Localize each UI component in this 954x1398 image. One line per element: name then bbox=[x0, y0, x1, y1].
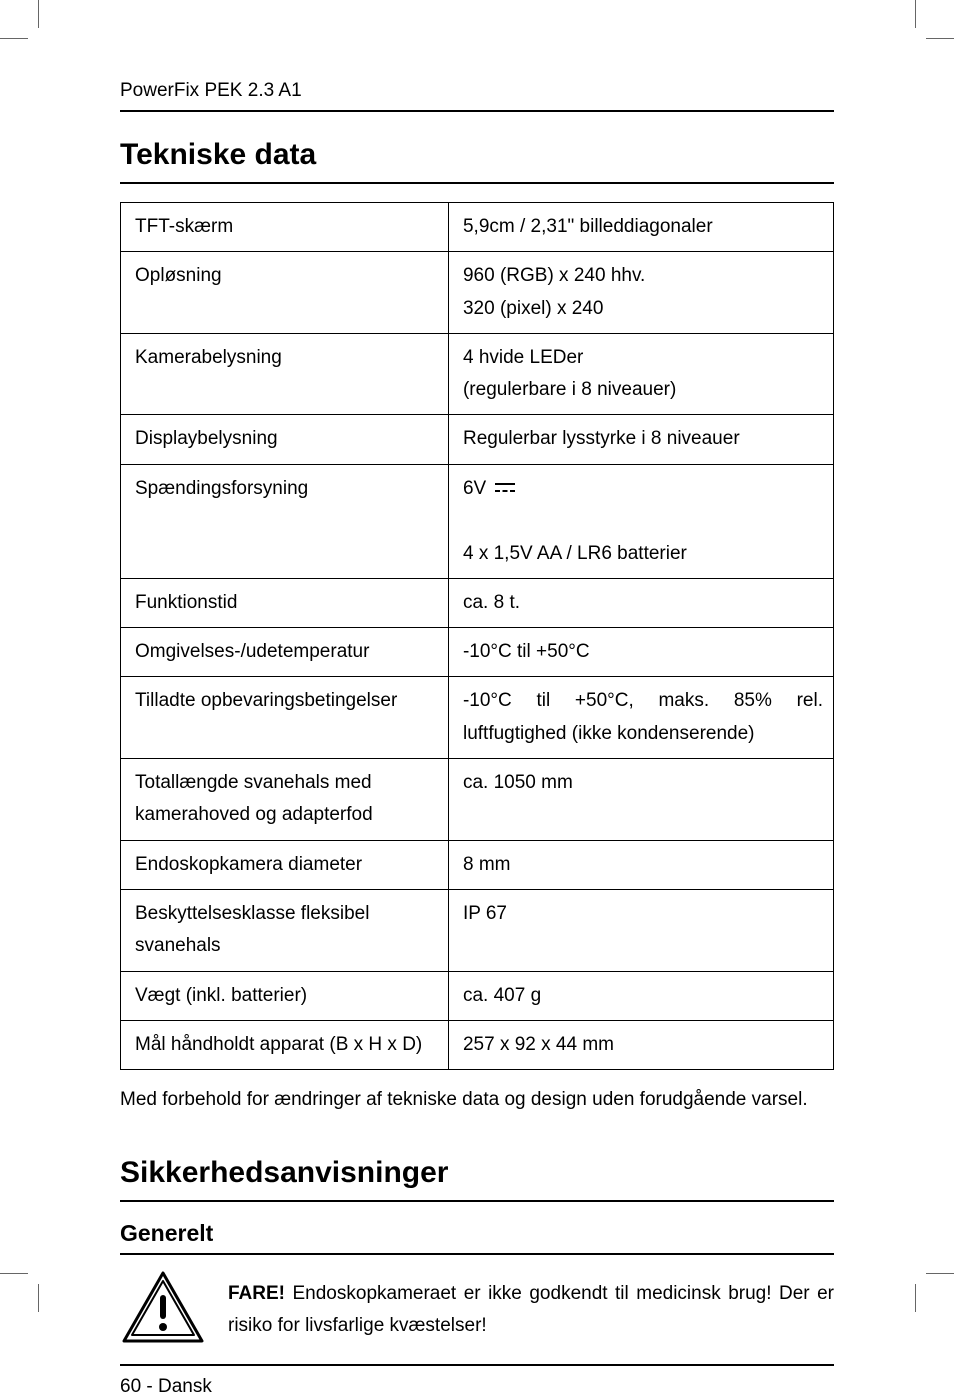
tech-data-table: TFT-skærm5,9cm / 2,31" billeddiagonalerO… bbox=[120, 202, 834, 1070]
table-cell-label: Spændingsforsyning bbox=[121, 464, 449, 578]
warning-triangle-icon bbox=[120, 1269, 206, 1350]
table-cell-value: -10°C til +50°C, maks. 85% rel. luftfugt… bbox=[448, 677, 833, 759]
crop-mark-tl bbox=[0, 0, 40, 40]
table-row: Beskyttelsesklasse fleksibel svanehalsIP… bbox=[121, 889, 834, 971]
table-cell-label: Opløsning bbox=[121, 252, 449, 334]
product-title: PowerFix PEK 2.3 A1 bbox=[120, 80, 834, 112]
table-cell-label: Endoskopkamera diameter bbox=[121, 840, 449, 889]
table-cell-value: ca. 8 t. bbox=[448, 578, 833, 627]
table-row: Spændingsforsyning6V 4 x 1,5V AA / LR6 b… bbox=[121, 464, 834, 578]
crop-mark-tr bbox=[914, 0, 954, 40]
table-row: Funktionstidca. 8 t. bbox=[121, 578, 834, 627]
table-cell-label: Mål håndholdt apparat (B x H x D) bbox=[121, 1020, 449, 1069]
table-row: Mål håndholdt apparat (B x H x D)257 x 9… bbox=[121, 1020, 834, 1069]
table-cell-label: TFT-skærm bbox=[121, 203, 449, 252]
warning-text: FARE! Endoskopkameraet er ikke godkendt … bbox=[228, 1278, 834, 1343]
table-row: Vægt (inkl. batterier)ca. 407 g bbox=[121, 971, 834, 1020]
table-row: TFT-skærm5,9cm / 2,31" billeddiagonaler bbox=[121, 203, 834, 252]
table-row: Tilladte opbevaringsbetingelser-10°C til… bbox=[121, 677, 834, 759]
table-cell-value: IP 67 bbox=[448, 889, 833, 971]
warning-block: FARE! Endoskopkameraet er ikke godkendt … bbox=[120, 1269, 834, 1366]
page-content: PowerFix PEK 2.3 A1 Tekniske data TFT-sk… bbox=[120, 80, 834, 1232]
table-row: Endoskopkamera diameter8 mm bbox=[121, 840, 834, 889]
section-heading-tech-data: Tekniske data bbox=[120, 138, 834, 184]
table-cell-value: 5,9cm / 2,31" billeddiagonaler bbox=[448, 203, 833, 252]
table-cell-value: Regulerbar lysstyrke i 8 niveauer bbox=[448, 415, 833, 464]
subsection-heading-general: Generelt bbox=[120, 1220, 834, 1255]
table-cell-value: 960 (RGB) x 240 hhv.320 (pixel) x 240 bbox=[448, 252, 833, 334]
warning-fare-label: FARE! bbox=[228, 1283, 285, 1304]
page-footer: 60 - Dansk bbox=[120, 1376, 834, 1398]
table-cell-value: -10°C til +50°C bbox=[448, 628, 833, 677]
table-cell-value: ca. 1050 mm bbox=[448, 759, 833, 841]
table-cell-value: 4 hvide LEDer(regulerbare i 8 niveauer) bbox=[448, 333, 833, 415]
table-cell-value: 6V 4 x 1,5V AA / LR6 batterier bbox=[448, 464, 833, 578]
table-row: Kamerabelysning4 hvide LEDer(regulerbare… bbox=[121, 333, 834, 415]
dc-symbol-icon bbox=[494, 473, 516, 505]
table-cell-label: Funktionstid bbox=[121, 578, 449, 627]
table-row: Totallængde svanehals med kamerahoved og… bbox=[121, 759, 834, 841]
table-cell-value: 257 x 92 x 44 mm bbox=[448, 1020, 833, 1069]
table-row: Opløsning960 (RGB) x 240 hhv.320 (pixel)… bbox=[121, 252, 834, 334]
table-cell-label: Tilladte opbevaringsbetingelser bbox=[121, 677, 449, 759]
table-cell-label: Displaybelysning bbox=[121, 415, 449, 464]
table-cell-label: Kamerabelysning bbox=[121, 333, 449, 415]
table-cell-value: 8 mm bbox=[448, 840, 833, 889]
table-cell-label: Vægt (inkl. batterier) bbox=[121, 971, 449, 1020]
table-cell-label: Beskyttelsesklasse fleksibel svanehals bbox=[121, 889, 449, 971]
crop-mark-bl bbox=[0, 1272, 40, 1312]
table-cell-value: ca. 407 g bbox=[448, 971, 833, 1020]
warning-body: Endoskopkameraet er ikke godkendt til me… bbox=[228, 1283, 834, 1336]
table-cell-label: Totallængde svanehals med kamerahoved og… bbox=[121, 759, 449, 841]
table-row: DisplaybelysningRegulerbar lysstyrke i 8… bbox=[121, 415, 834, 464]
table-row: Omgivelses-/udetemperatur-10°C til +50°C bbox=[121, 628, 834, 677]
table-cell-label: Omgivelses-/udetemperatur bbox=[121, 628, 449, 677]
section-heading-safety: Sikkerhedsanvisninger bbox=[120, 1156, 834, 1202]
tech-data-note: Med forbehold for ændringer af tekniske … bbox=[120, 1084, 834, 1116]
crop-mark-br bbox=[914, 1272, 954, 1312]
